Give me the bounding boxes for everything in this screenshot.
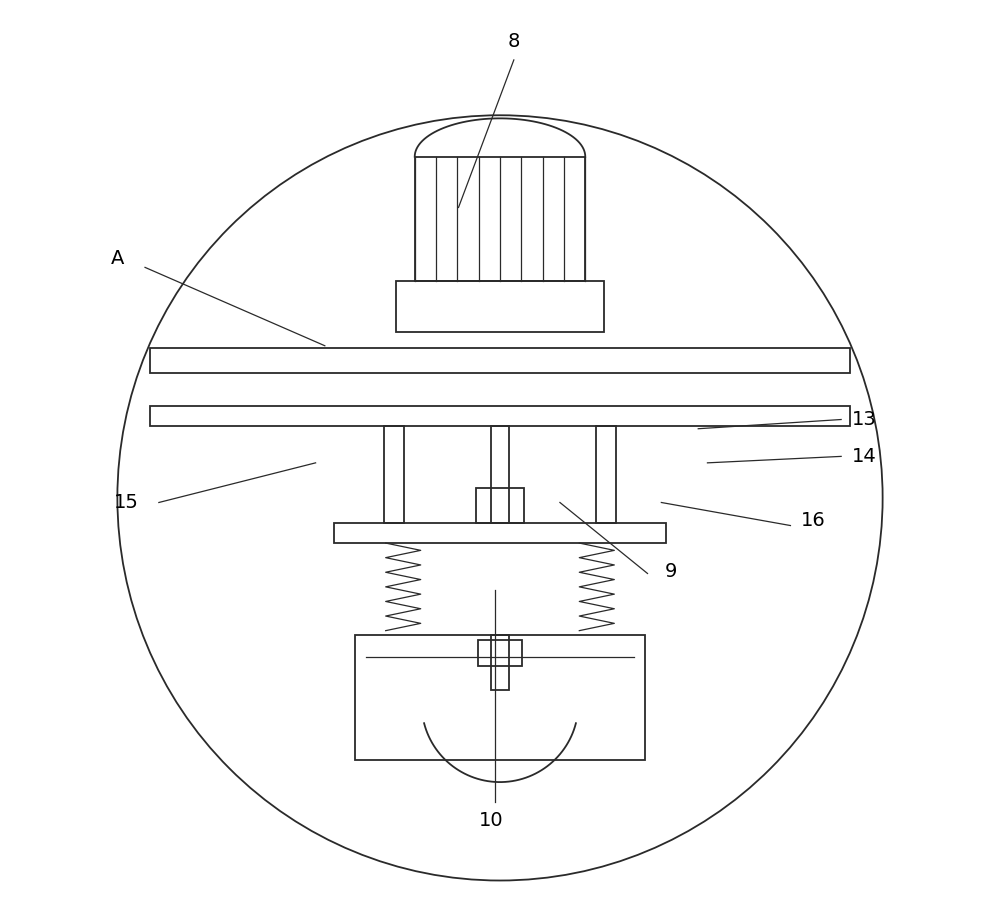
- Text: 14: 14: [852, 447, 877, 466]
- Text: 13: 13: [852, 410, 877, 429]
- Bar: [334, 523, 666, 543]
- Bar: [415, 157, 585, 281]
- Bar: [476, 488, 524, 523]
- Bar: [150, 406, 850, 426]
- Text: 9: 9: [664, 562, 677, 581]
- Bar: [478, 640, 522, 666]
- Text: A: A: [111, 249, 124, 267]
- Text: 16: 16: [801, 512, 826, 530]
- Bar: [396, 281, 604, 332]
- Bar: [355, 635, 645, 760]
- Text: 8: 8: [508, 32, 520, 51]
- Bar: [491, 426, 509, 523]
- Bar: [150, 348, 850, 373]
- Text: 15: 15: [114, 493, 139, 512]
- Text: 10: 10: [478, 811, 503, 830]
- Bar: [596, 426, 616, 523]
- Bar: [491, 635, 509, 690]
- Bar: [384, 426, 404, 523]
